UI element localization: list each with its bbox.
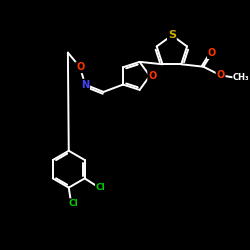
Text: O: O [148,71,156,81]
Text: Cl: Cl [96,182,106,192]
Text: N: N [81,80,89,90]
Text: S: S [168,30,176,40]
Text: CH₃: CH₃ [233,73,250,82]
Text: O: O [208,48,216,58]
Text: Cl: Cl [69,199,78,208]
Text: O: O [216,70,225,80]
Text: O: O [76,62,84,72]
